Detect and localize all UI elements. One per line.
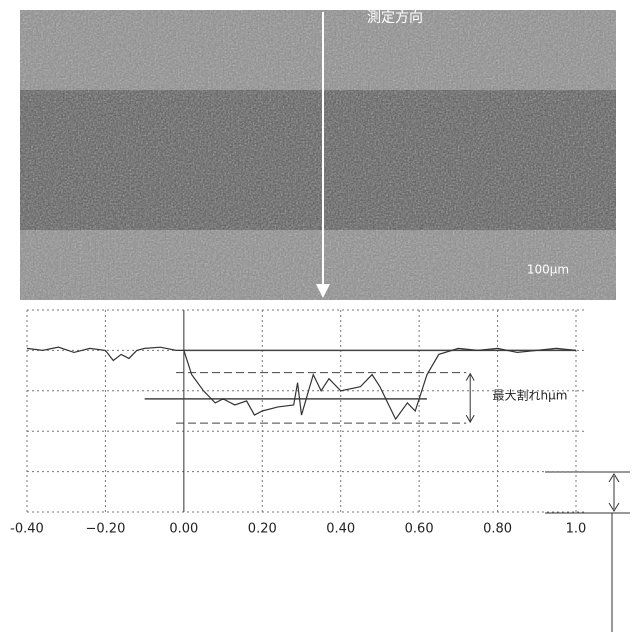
side-bracket: [545, 471, 630, 632]
x-tick-label: 0.80: [483, 522, 512, 537]
x-tick-label: 0.40: [326, 522, 355, 537]
depth-arrow-head: [465, 372, 475, 381]
annotation: 最大割れhμm: [493, 388, 568, 403]
micrograph: [20, 10, 616, 300]
depth-arrow-head: [465, 414, 475, 424]
x-tick-label: 1.0: [566, 522, 587, 537]
x-tick-label: 0.20: [248, 522, 277, 537]
scale-label: 100μm: [527, 263, 569, 277]
x-tick-label: 0.60: [405, 522, 434, 537]
x-tick-label: −0.20: [86, 522, 126, 537]
profile-line: [26, 346, 577, 421]
x-tick-label: 0.00: [169, 522, 198, 537]
direction-label: 測定方向: [367, 10, 423, 26]
x-tick-label: -0.40: [10, 522, 44, 537]
